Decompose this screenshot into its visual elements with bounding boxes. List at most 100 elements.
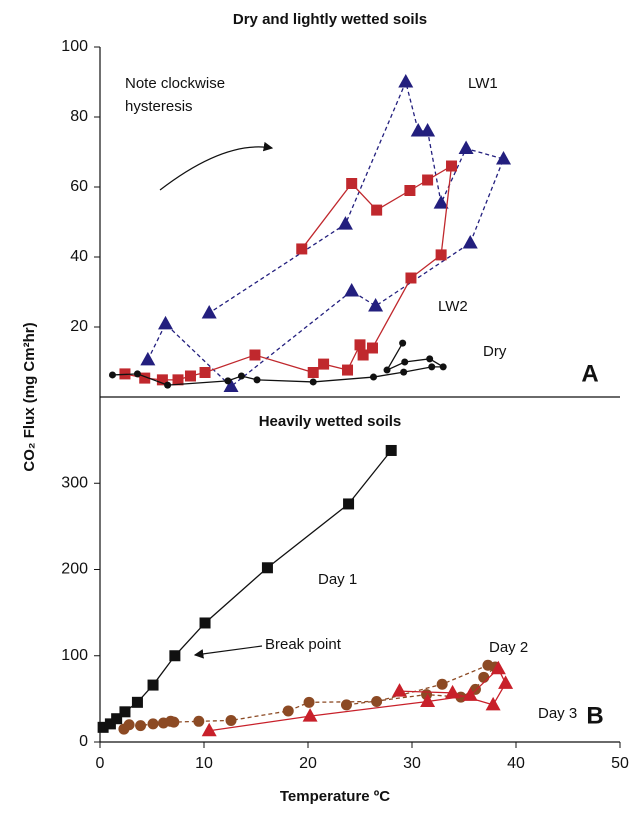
square-marker (307, 367, 319, 378)
square-marker (249, 349, 261, 361)
circle-marker (478, 671, 490, 683)
x-tick-label: 20 (299, 755, 317, 772)
annotation: Note clockwise (125, 75, 225, 92)
square-marker (139, 372, 151, 384)
y-tick-label: 100 (61, 647, 88, 664)
circle-marker (225, 714, 237, 726)
triangle-marker (368, 298, 384, 312)
square-marker (199, 367, 211, 378)
circle-marker (340, 699, 352, 711)
square-marker (156, 374, 168, 386)
circle-marker (193, 715, 205, 727)
square-marker (357, 349, 369, 361)
series-label: LW2 (438, 298, 468, 315)
circle-marker (168, 716, 180, 728)
square-marker (104, 718, 116, 730)
circle-marker (426, 355, 434, 363)
circle-marker (133, 370, 141, 378)
series-label: Day 3 (538, 705, 577, 722)
triangle-marker (433, 195, 449, 209)
triangle-marker (420, 693, 436, 707)
square-marker (199, 617, 211, 629)
square-marker (111, 713, 123, 725)
circle-marker (399, 339, 407, 347)
break-point-arrow (193, 645, 263, 659)
triangle-marker (490, 660, 506, 675)
square-marker (354, 339, 366, 351)
circle-marker (370, 373, 378, 381)
y-tick-label: 80 (70, 108, 88, 125)
triangle-marker (462, 687, 478, 701)
y-tick-label: 40 (70, 248, 88, 265)
x-tick-label: 10 (195, 755, 213, 772)
square-marker (446, 160, 458, 172)
triangle-marker (392, 683, 408, 697)
series-line (124, 164, 453, 381)
x-tick-label: 0 (96, 755, 105, 772)
square-marker (131, 696, 143, 708)
x-axis-label: Temperature ºC (280, 788, 390, 805)
panel-title: Heavily wetted soils (259, 413, 402, 430)
square-marker (97, 721, 109, 733)
series-line (147, 79, 505, 388)
y-tick-label: 0 (79, 733, 88, 750)
y-tick-label: 200 (61, 561, 88, 578)
y-tick-label: 60 (70, 178, 88, 195)
circle-marker (383, 366, 391, 374)
square-marker (435, 249, 447, 261)
triangle-marker (462, 235, 478, 249)
series-line (102, 450, 392, 728)
circle-marker (436, 678, 448, 690)
series-label: Day 1 (318, 571, 357, 588)
circle-marker (123, 719, 135, 731)
square-marker (147, 679, 159, 691)
triangle-marker (201, 305, 217, 319)
y-tick-label: 300 (61, 474, 88, 491)
square-marker (366, 342, 378, 354)
series-label: LW1 (468, 75, 498, 92)
square-marker (404, 185, 416, 196)
x-tick-label: 50 (611, 755, 629, 772)
circle-marker (439, 363, 447, 371)
triangle-marker (445, 684, 461, 699)
triangle-marker (140, 351, 156, 366)
circle-marker (371, 695, 383, 707)
square-marker (346, 178, 358, 189)
square-marker (422, 174, 434, 186)
square-marker (172, 374, 184, 386)
triangle-marker (458, 140, 474, 154)
triangle-marker (496, 151, 512, 165)
square-marker (385, 444, 397, 456)
square-marker (261, 562, 273, 574)
square-marker (371, 204, 383, 216)
circle-marker (108, 371, 116, 379)
circle-marker (237, 372, 245, 380)
triangle-marker (485, 696, 501, 711)
panel-label: A (581, 360, 598, 387)
triangle-marker (337, 216, 353, 230)
circle-marker (164, 381, 172, 389)
annotation: hysteresis (125, 98, 193, 115)
annotation: Break point (265, 636, 342, 653)
circle-marker (401, 358, 409, 366)
square-marker (342, 364, 354, 376)
triangle-marker (410, 123, 426, 137)
triangle-marker (344, 282, 360, 297)
triangle-marker (223, 378, 239, 392)
circle-marker (428, 363, 436, 371)
square-marker (169, 650, 181, 662)
circle-marker (147, 718, 159, 730)
panel-title: Dry and lightly wetted soils (233, 11, 427, 28)
circle-marker (224, 377, 232, 385)
panel-label: B (586, 702, 603, 729)
series-label: Dry (483, 343, 507, 360)
square-marker (296, 243, 308, 255)
circle-marker (253, 376, 261, 384)
circle-marker (309, 378, 317, 386)
triangle-marker (498, 675, 514, 689)
circle-marker (400, 368, 408, 376)
triangle-marker (201, 722, 217, 737)
x-tick-label: 30 (403, 755, 421, 772)
y-tick-label: 20 (70, 318, 88, 335)
